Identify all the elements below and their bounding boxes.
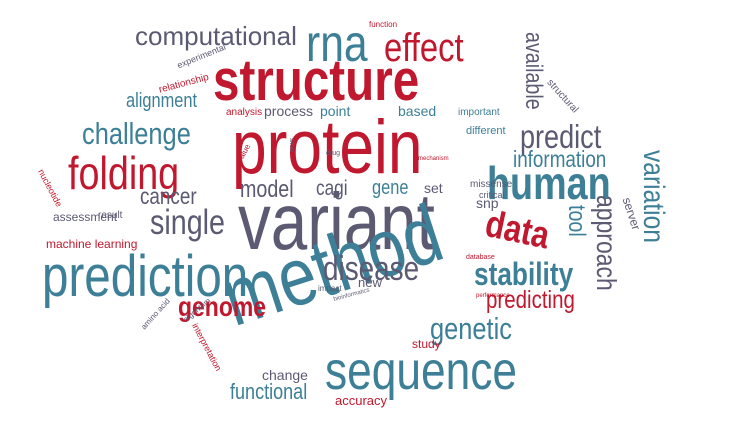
word-data: data (481, 203, 554, 258)
word-single: single (150, 203, 225, 242)
word-important: important (458, 107, 500, 118)
word-challenge: challenge (82, 116, 191, 151)
word-model: model (240, 176, 294, 203)
word-set: set (424, 180, 443, 196)
word-database: database (466, 254, 495, 261)
word-show: show (288, 138, 294, 153)
word-tool: tool (563, 205, 590, 237)
word-critical: critical (479, 190, 505, 200)
word-assessment: assessment (53, 210, 118, 224)
word-folding: folding (68, 147, 180, 199)
word-predict: predict (520, 118, 602, 155)
word-function: function (369, 20, 398, 29)
word-genome: genome (178, 291, 267, 322)
word-protein: protein (232, 105, 423, 190)
word-alignment: alignment (126, 90, 198, 112)
word-point: point (320, 103, 351, 119)
word-study: study (412, 337, 441, 351)
word-based: based (398, 103, 437, 119)
word-predicting: predicting (486, 286, 575, 314)
word-different: different (466, 125, 506, 137)
word-process: process (264, 103, 314, 119)
word-stability: stability (474, 256, 574, 292)
word-computational: computational (135, 21, 297, 51)
word-gene: gene (372, 177, 409, 199)
word-variation: variation (637, 150, 670, 243)
word-interpretation: interpretation (190, 321, 224, 373)
word-cagi: cagi (316, 177, 348, 200)
word-genetic: genetic (430, 311, 512, 346)
word-effect: effect (384, 26, 464, 70)
word-approach: approach (591, 195, 622, 291)
word-nucleotide: nucleotide (36, 167, 65, 209)
word-prediction: prediction (42, 244, 249, 309)
word-human: human (487, 157, 611, 209)
word-change: change (262, 367, 308, 383)
word-performance: performance (476, 293, 510, 299)
word-drug: drug (326, 150, 341, 157)
word-new: new (358, 275, 382, 290)
word-mechanism: mechanism (418, 156, 449, 162)
word-information: information (513, 146, 607, 172)
word-impact: impact (318, 284, 342, 293)
word-accuracy: accuracy (335, 393, 388, 408)
word-variant: variant (238, 177, 435, 266)
word-sequence: sequence (325, 341, 518, 401)
word-available: available (520, 32, 547, 110)
word-snp: snp (476, 195, 499, 211)
word-functional: functional (230, 379, 308, 404)
word-structural: structural (544, 77, 581, 116)
word-disease: disease (323, 250, 420, 288)
word-cancer: cancer (140, 183, 197, 209)
word-machine-learning: machine learning (46, 237, 138, 251)
word-result: result (98, 210, 123, 221)
word-structure: structure (213, 48, 420, 113)
word-missense: missense (470, 179, 513, 190)
word-rna: rna (306, 15, 368, 73)
word-analysis: analysis (226, 107, 263, 118)
